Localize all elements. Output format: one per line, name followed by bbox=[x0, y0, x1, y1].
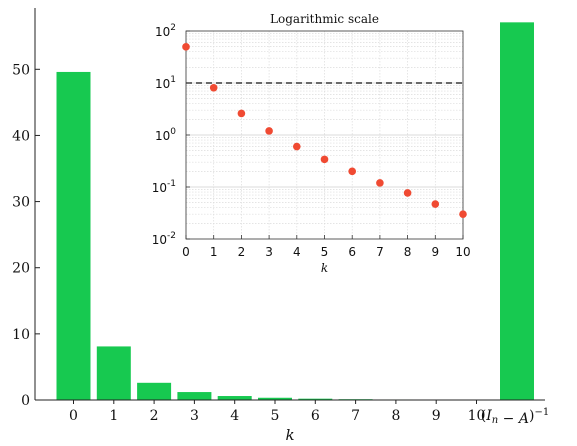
y-tick-label: 0 bbox=[21, 393, 30, 409]
data-point bbox=[182, 43, 190, 51]
x-tick-label: 0 bbox=[69, 408, 78, 424]
x-tick-label: 9 bbox=[432, 408, 441, 424]
inset-x-tick-label: 5 bbox=[321, 245, 329, 259]
inset-title: Logarithmic scale bbox=[270, 12, 379, 26]
data-point bbox=[348, 167, 357, 176]
y-tick-label: 50 bbox=[12, 62, 30, 78]
data-point bbox=[459, 210, 467, 218]
inset-y-tick-label: 10-1 bbox=[152, 179, 176, 195]
inset-x-tick-label: 10 bbox=[455, 245, 470, 259]
data-point bbox=[431, 200, 440, 208]
y-tick-label: 20 bbox=[12, 261, 30, 277]
bar bbox=[56, 71, 91, 401]
x-tick-label: 4 bbox=[230, 408, 239, 424]
data-point bbox=[403, 189, 412, 197]
bar bbox=[500, 22, 534, 401]
inset-x-tick-label: 4 bbox=[293, 245, 301, 259]
bar bbox=[96, 346, 131, 400]
bar bbox=[177, 392, 212, 400]
inset-x-tick-label: 2 bbox=[238, 245, 246, 259]
inset-plot: 10-2 10-1 100 101 102 0 1 2 3 4 5 6 7 8 9 10 Logarithmic… bbox=[152, 12, 471, 275]
x-tick-label: 8 bbox=[391, 408, 400, 424]
data-point bbox=[209, 83, 218, 92]
inset-y-tick-label: 102 bbox=[155, 23, 176, 39]
y-tick-label: 30 bbox=[12, 195, 30, 211]
inset-x-tick-label: 1 bbox=[210, 245, 218, 259]
inset-y-tick-label: 101 bbox=[155, 75, 176, 91]
x-axis-label: k bbox=[285, 426, 294, 444]
x-tick-label: 7 bbox=[351, 408, 360, 424]
bar bbox=[298, 398, 333, 400]
data-point bbox=[237, 109, 246, 118]
inset-x-tick-label: 9 bbox=[431, 245, 439, 259]
data-point bbox=[320, 155, 329, 164]
x-tick-label: 2 bbox=[150, 408, 159, 424]
inset-y-tick-label: 100 bbox=[155, 127, 176, 143]
inset-grid bbox=[186, 31, 463, 239]
data-point bbox=[376, 179, 384, 187]
inset-x-tick-label: 0 bbox=[182, 245, 190, 259]
inset-x-axis-label: k bbox=[321, 261, 328, 275]
x-tick-label: 10 bbox=[468, 408, 486, 424]
bar-group bbox=[56, 22, 534, 401]
inset-x-tick-label: 7 bbox=[376, 245, 384, 259]
y-tick-label: 10 bbox=[12, 327, 30, 343]
inset-x-tick-label: 8 bbox=[404, 245, 412, 259]
y-tick-label: 40 bbox=[12, 128, 30, 144]
bar bbox=[137, 382, 172, 400]
x-tick-label: 5 bbox=[271, 408, 280, 424]
bar bbox=[217, 396, 252, 400]
x-tick-label: 6 bbox=[311, 408, 320, 424]
x-tick-label-inverse: (In − A)−1 bbox=[481, 407, 549, 427]
inset-points bbox=[182, 43, 467, 218]
inset-x-tick-label: 3 bbox=[265, 245, 273, 259]
x-tick-label: 1 bbox=[109, 408, 118, 424]
inset-x-tick-label: 6 bbox=[348, 245, 356, 259]
x-tick-label: 3 bbox=[190, 408, 199, 424]
inset-y-tick-label: 10-2 bbox=[152, 231, 176, 247]
bar bbox=[258, 397, 292, 400]
data-point bbox=[265, 127, 273, 135]
data-point bbox=[293, 142, 301, 151]
